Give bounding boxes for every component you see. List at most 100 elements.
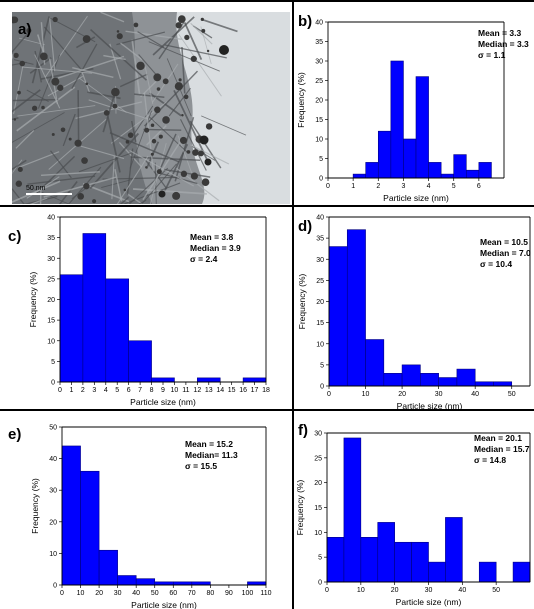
- x-tick-label-d: 0: [327, 391, 331, 398]
- stat-c-0: Mean = 3.8: [190, 232, 234, 242]
- y-tick-label-e: 10: [49, 551, 57, 558]
- bars-b: [352, 60, 492, 179]
- stat-e-1: Median= 11.3: [185, 450, 238, 460]
- bar-f-9: [512, 561, 531, 583]
- bar-f-5: [411, 541, 429, 583]
- bars-c: [59, 233, 267, 383]
- bar-c-6: [197, 377, 221, 383]
- x-tick-label-c: 14: [216, 387, 224, 394]
- bar-b-0: [352, 173, 367, 179]
- panel-letter-c: c): [8, 228, 21, 245]
- bar-b-10: [478, 162, 492, 179]
- y-axis-label-c: Frequency (%): [28, 271, 38, 327]
- x-tick-label-c: 17: [251, 387, 259, 394]
- y-tick-label-e: 50: [49, 425, 57, 432]
- y-tick-label-b: 25: [315, 78, 323, 85]
- panel-f-histogram: 0 10 20 30 40 50 0 5 10 15 20 25 30 Particle size (nm…: [294, 411, 534, 609]
- panel-d-histogram: 0 10 20 30 40 50 0 5 10 15 20 25 30 35 40 Particle size…: [294, 207, 534, 409]
- y-tick-label-e: 0: [53, 583, 57, 590]
- x-tick-label-c: 6: [127, 387, 131, 394]
- y-tick-label-d: 30: [316, 257, 324, 264]
- y-tick-label-f: 10: [314, 530, 322, 537]
- panel-a-micrograph: 50 nm a): [12, 12, 290, 204]
- bar-c-1: [82, 233, 107, 383]
- stat-b-1: Median = 3.3: [478, 39, 529, 49]
- x-tick-label-c: 8: [150, 387, 154, 394]
- tem-nanotubes: [12, 12, 247, 204]
- separator-vertical: [292, 0, 294, 609]
- x-tick-label-f: 20: [391, 587, 399, 594]
- bar-f-8: [478, 561, 497, 583]
- bar-e-6: [172, 581, 193, 586]
- y-tick-label-f: 5: [318, 555, 322, 562]
- bars-e: [61, 445, 267, 586]
- stat-b-2: σ = 1.1: [478, 50, 506, 60]
- y-tick-label-b: 15: [315, 117, 323, 124]
- y-axis-label-e: Frequency (%): [30, 478, 40, 534]
- y-tick-label-f: 0: [318, 580, 322, 587]
- y-tick-label-c: 5: [51, 359, 55, 366]
- stat-c-2: σ = 2.4: [190, 254, 218, 264]
- x-axis-label-b: Particle size (nm): [383, 193, 449, 203]
- panel-letter-e: e): [8, 426, 21, 443]
- bar-e-7: [191, 581, 211, 586]
- bar-b-1: [365, 162, 379, 179]
- bar-f-2: [360, 537, 379, 583]
- bar-b-3: [390, 60, 404, 179]
- y-tick-label-b: 30: [315, 59, 323, 66]
- x-axis-label-c: Particle size (nm): [130, 397, 196, 407]
- stat-d-1: Median = 7.0: [480, 248, 531, 258]
- panel-letter-d: d): [298, 218, 312, 235]
- bar-b-8: [453, 154, 467, 179]
- y-tick-label-c: 40: [47, 215, 55, 222]
- x-tick-label-c: 9: [161, 387, 165, 394]
- tem-image: 50 nm a): [12, 12, 290, 204]
- y-tick-label-d: 15: [316, 320, 324, 327]
- bar-b-6: [428, 162, 442, 179]
- y-axis-label-f: Frequency (%): [295, 479, 305, 535]
- bar-c-2: [105, 278, 129, 383]
- scale-bar-label: 50 nm: [26, 185, 46, 192]
- chart-d: 0 10 20 30 40 50 0 5 10 15 20 25 30 35 40 Particle size…: [297, 215, 531, 410]
- stat-e-0: Mean = 15.2: [185, 439, 233, 449]
- x-axis-label-e: Particle size (nm): [131, 600, 197, 609]
- bar-e-2: [98, 549, 118, 586]
- bar-f-1: [343, 437, 362, 583]
- y-tick-label-c: 20: [47, 297, 55, 304]
- bar-f-6: [428, 561, 446, 583]
- bar-d-4: [401, 364, 421, 387]
- bar-b-2: [377, 130, 392, 179]
- x-tick-label-e: 60: [169, 590, 177, 597]
- chart-f: 0 10 20 30 40 50 0 5 10 15 20 25 30 Particle size (nm…: [295, 422, 531, 607]
- x-tick-label-c: 5: [115, 387, 119, 394]
- x-tick-label-c: 13: [205, 387, 213, 394]
- x-tick-label-e: 70: [188, 590, 196, 597]
- y-tick-label-e: 20: [49, 519, 57, 526]
- bar-f-7: [445, 517, 463, 583]
- y-tick-label-c: 25: [47, 276, 55, 283]
- y-tick-label-d: 10: [316, 341, 324, 348]
- x-tick-label-b: 5: [452, 183, 456, 190]
- x-tick-label-c: 0: [58, 387, 62, 394]
- panel-e-histogram: 0 10 20 30 40 50 60 70 80 90 100 110 0 10 20 30 40 50 Part…: [0, 411, 292, 609]
- x-tick-label-f: 30: [425, 587, 433, 594]
- x-tick-label-c: 7: [138, 387, 142, 394]
- y-tick-label-f: 30: [314, 431, 322, 438]
- bar-d-9: [493, 381, 513, 387]
- y-tick-label-e: 40: [49, 456, 57, 463]
- chart-b: 0 1 2 3 4 5 6 0 5 10 15 20 25 30 35 40 Particle size (nm…: [296, 13, 529, 203]
- bar-d-0: [328, 246, 348, 387]
- y-tick-label-b: 20: [315, 98, 323, 105]
- bar-d-6: [438, 377, 458, 387]
- y-tick-label-d: 5: [320, 362, 324, 369]
- y-tick-label-c: 10: [47, 338, 55, 345]
- bar-d-8: [474, 381, 494, 387]
- x-tick-label-b: 2: [376, 183, 380, 190]
- bar-f-0: [326, 537, 345, 583]
- bar-d-5: [420, 373, 439, 387]
- x-tick-label-e: 100: [242, 590, 254, 597]
- panel-c-histogram: 0 1 2 3 4 5 6 7 8 9 10 11 12 13 14 15 16 17 18 0 5 10 15 20 25 30…: [0, 207, 292, 409]
- x-tick-label-c: 16: [239, 387, 247, 394]
- x-tick-label-c: 11: [182, 387, 189, 394]
- y-tick-label-c: 35: [47, 235, 55, 242]
